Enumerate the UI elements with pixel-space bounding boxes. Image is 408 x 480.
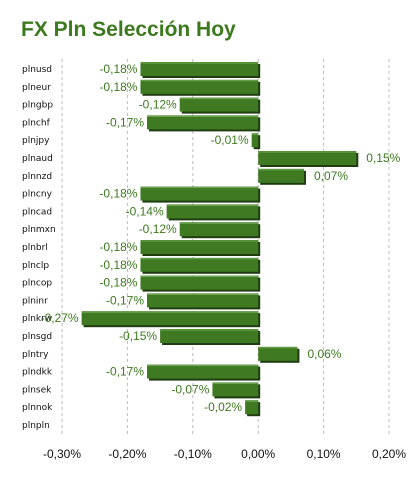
bar	[258, 346, 298, 361]
category-label: plnbrl	[22, 243, 48, 253]
data-label: -0,17%	[106, 293, 144, 307]
bar	[140, 62, 259, 76]
bar	[258, 168, 304, 183]
category-label: plnclp	[22, 261, 49, 271]
bar	[245, 400, 259, 415]
x-tick-label: -0,10%	[174, 447, 212, 461]
data-label: -0,18%	[99, 258, 137, 272]
bar	[258, 151, 357, 165]
bar	[166, 204, 259, 219]
bar	[140, 275, 259, 290]
category-label: plnmxn	[22, 225, 56, 235]
x-tick-label: -0,30%	[43, 447, 81, 461]
bar	[251, 133, 259, 148]
data-label: -0,17%	[106, 115, 144, 129]
bar	[81, 311, 259, 326]
category-label: plninr	[22, 296, 48, 306]
category-label: plnaud	[22, 154, 53, 164]
data-label: -0,18%	[99, 276, 137, 290]
data-label: -0,18%	[99, 80, 137, 94]
category-label: plneur	[22, 83, 51, 93]
category-label: plncny	[22, 190, 53, 200]
category-label: plnusd	[22, 65, 52, 75]
data-label: -0,07%	[171, 382, 209, 396]
category-label: plndkk	[22, 368, 53, 378]
category-label: plnnok	[22, 403, 53, 413]
data-label: -0,18%	[99, 240, 137, 254]
category-label: plnsek	[22, 385, 52, 395]
bar	[147, 364, 259, 379]
data-label: -0,15%	[119, 329, 157, 343]
category-label: plntry	[22, 350, 49, 360]
data-label: -0,14%	[126, 204, 164, 218]
bar	[140, 257, 259, 272]
data-label: 0,15%	[366, 151, 400, 165]
category-label: plnjpy	[22, 136, 50, 146]
x-tick-label: 0,20%	[372, 447, 406, 461]
bar	[140, 240, 259, 254]
category-label: plnpln	[22, 421, 50, 431]
category-label: plnsgd	[22, 332, 52, 342]
category-label: plnchf	[22, 118, 51, 128]
data-label: -0,18%	[99, 62, 137, 76]
bar	[140, 186, 259, 201]
x-tick-label: 0,10%	[307, 447, 341, 461]
bar	[147, 115, 259, 130]
data-label: -0,27%	[41, 311, 79, 325]
data-label: -0,01%	[211, 133, 249, 147]
bar	[140, 79, 259, 94]
category-label: plncop	[22, 279, 52, 289]
data-label: -0,18%	[99, 187, 137, 201]
bar	[179, 97, 259, 112]
bar	[212, 382, 259, 397]
category-label: plncad	[22, 207, 52, 217]
data-label: -0,12%	[139, 98, 177, 112]
x-tick-label: -0,20%	[108, 447, 146, 461]
bar	[179, 222, 259, 237]
data-label: -0,02%	[204, 400, 242, 414]
x-tick-label: 0,00%	[241, 447, 275, 461]
bar	[160, 329, 259, 343]
data-label: -0,17%	[106, 365, 144, 379]
data-label: -0,12%	[139, 222, 177, 236]
category-label: plngbp	[22, 101, 53, 111]
chart-title: FX Pln Selección Hoy	[21, 18, 236, 41]
data-label: 0,07%	[314, 169, 348, 183]
bar	[147, 293, 259, 308]
data-label: 0,06%	[307, 347, 341, 361]
category-label: plnkrw	[22, 314, 52, 324]
category-label: plnnzd	[22, 172, 52, 182]
